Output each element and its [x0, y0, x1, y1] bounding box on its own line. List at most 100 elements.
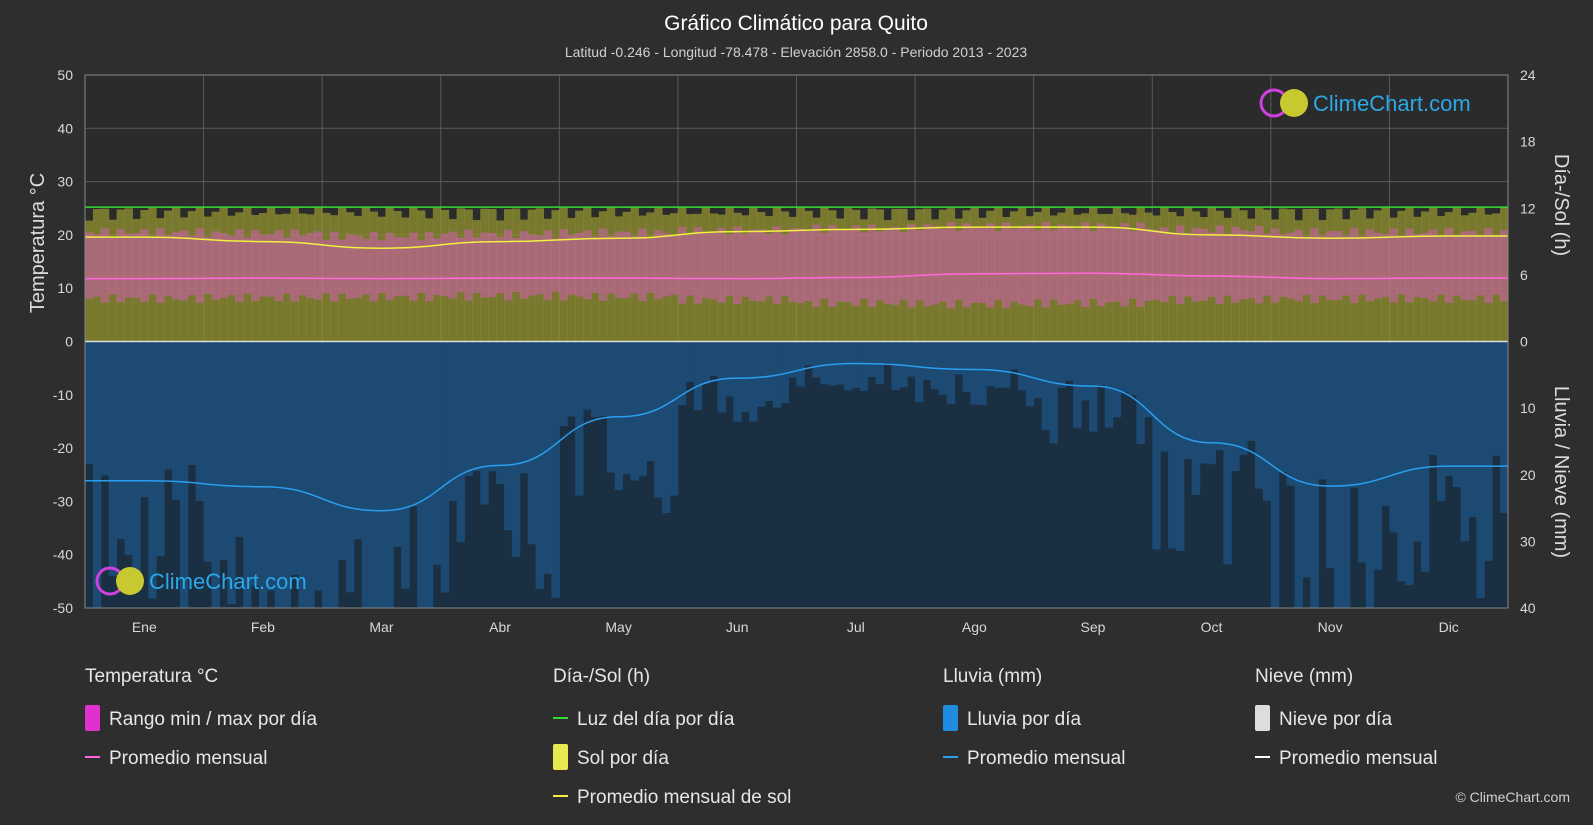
- temp-range-bar: [456, 237, 465, 293]
- temp-range-bar: [290, 229, 299, 302]
- legend-item-label: Promedio mensual: [1279, 748, 1437, 769]
- temp-range-bar: [1428, 229, 1438, 302]
- rain-bar: [725, 341, 734, 397]
- rain-bar: [385, 341, 394, 608]
- temp-range-bar: [812, 224, 821, 307]
- temp-range-bar: [108, 236, 118, 295]
- rain-bar: [662, 341, 671, 514]
- logo-bottom[interactable]: ClimeChart.com: [95, 566, 307, 596]
- rain-bar: [1033, 341, 1043, 399]
- rain-bar: [345, 341, 355, 593]
- temp-range-bar: [796, 228, 805, 304]
- rain-bar: [132, 341, 141, 590]
- rain-bar: [409, 341, 418, 507]
- temp-range-bar: [709, 231, 718, 300]
- temp-range-bar: [1389, 228, 1398, 303]
- rain-bar: [353, 341, 363, 540]
- legend-item-label: Promedio mensual de sol: [577, 787, 791, 808]
- temp-range-bar: [480, 232, 489, 298]
- rain-bar: [1247, 341, 1256, 441]
- y-left-tick-label: 10: [57, 280, 73, 296]
- rain-bar: [1270, 341, 1280, 608]
- rain-bar: [1104, 341, 1114, 428]
- rain-bar: [1436, 341, 1446, 502]
- temp-range-bar: [986, 223, 995, 308]
- rain-bar: [1389, 341, 1398, 533]
- rain-bar: [1310, 341, 1319, 608]
- rain-bar: [788, 341, 797, 378]
- rain-bar: [654, 341, 663, 498]
- rain-bar: [1302, 341, 1311, 578]
- rain-bar: [1128, 341, 1137, 396]
- temp-range-bar: [1302, 236, 1311, 295]
- rain-bar: [622, 341, 631, 475]
- rain-bar: [1144, 341, 1153, 418]
- legend-item-label: Rango min / max por día: [109, 709, 317, 730]
- temp-range-bar: [179, 230, 189, 301]
- temp-range-bar: [148, 236, 157, 295]
- rain-bar: [314, 341, 323, 591]
- temp-range-bar: [511, 237, 521, 293]
- temp-range-bar: [662, 233, 671, 297]
- temp-range-bar: [1357, 236, 1367, 295]
- x-tick-label: Feb: [251, 619, 275, 635]
- temp-range-bar: [1334, 231, 1343, 300]
- rain-bar: [598, 341, 608, 417]
- rain-bar: [685, 341, 695, 382]
- temp-range-bar: [1397, 236, 1406, 295]
- temp-range-bar: [401, 237, 410, 296]
- temp-range-bar: [1073, 229, 1082, 301]
- y-right-top-tick-label: 24: [1520, 67, 1536, 83]
- temp-range-bar: [1183, 232, 1193, 297]
- rain-bar: [440, 341, 450, 593]
- temp-range-bar: [1199, 228, 1209, 301]
- temp-range-bar: [1057, 224, 1066, 305]
- rain-bar: [1357, 341, 1367, 563]
- rain-bar: [851, 341, 861, 388]
- rain-bar: [1049, 341, 1058, 444]
- rain-bar: [401, 341, 410, 589]
- rain-bar: [337, 341, 347, 561]
- temp-range-bar: [994, 230, 1003, 300]
- rain-bar: [946, 341, 956, 405]
- temp-range-bar: [1349, 228, 1359, 304]
- rain-bar: [590, 341, 600, 418]
- rain-bar: [1175, 341, 1185, 551]
- rain-bar: [179, 341, 189, 608]
- temp-range-bar: [100, 228, 110, 303]
- rain-bar: [638, 341, 647, 477]
- legend-item-label: Sol por día: [577, 748, 669, 769]
- rain-bar: [1444, 341, 1454, 476]
- temp-range-bar: [266, 234, 276, 297]
- temp-range-bar: [583, 230, 592, 300]
- temp-range-bar: [915, 230, 924, 301]
- logo-top[interactable]: ClimeChart.com: [1259, 88, 1471, 118]
- temp-range-bar: [219, 233, 228, 299]
- rain-bar: [393, 341, 402, 547]
- y-left-tick-label: -40: [53, 547, 73, 563]
- rain-bar: [1065, 341, 1074, 381]
- rain-bar: [496, 341, 505, 485]
- temp-range-bar: [1476, 235, 1485, 296]
- rain-bar: [369, 341, 379, 608]
- x-tick-label: Ene: [132, 619, 157, 635]
- rain-bar: [883, 341, 892, 363]
- temp-range-bar: [1492, 236, 1501, 295]
- temp-range-bar: [930, 226, 940, 305]
- rain-bar: [290, 341, 299, 575]
- rain-bar: [282, 341, 292, 608]
- temp-range-bar: [622, 231, 631, 298]
- rain-bar: [986, 341, 995, 387]
- rain-bar: [1168, 341, 1177, 549]
- y-left-tick-label: -10: [53, 387, 73, 403]
- rain-bar: [907, 341, 916, 377]
- temp-range-bar: [282, 237, 292, 294]
- y-axis-left-label: Temperatura °C: [27, 173, 49, 313]
- x-tick-label: May: [605, 619, 631, 635]
- rain-bar: [1286, 341, 1296, 486]
- rain-bar: [85, 341, 94, 465]
- rain-bar: [100, 341, 110, 476]
- plot-frame: [84, 74, 1509, 609]
- temp-range-bar: [725, 234, 734, 296]
- logo-sun-icon: [116, 567, 144, 595]
